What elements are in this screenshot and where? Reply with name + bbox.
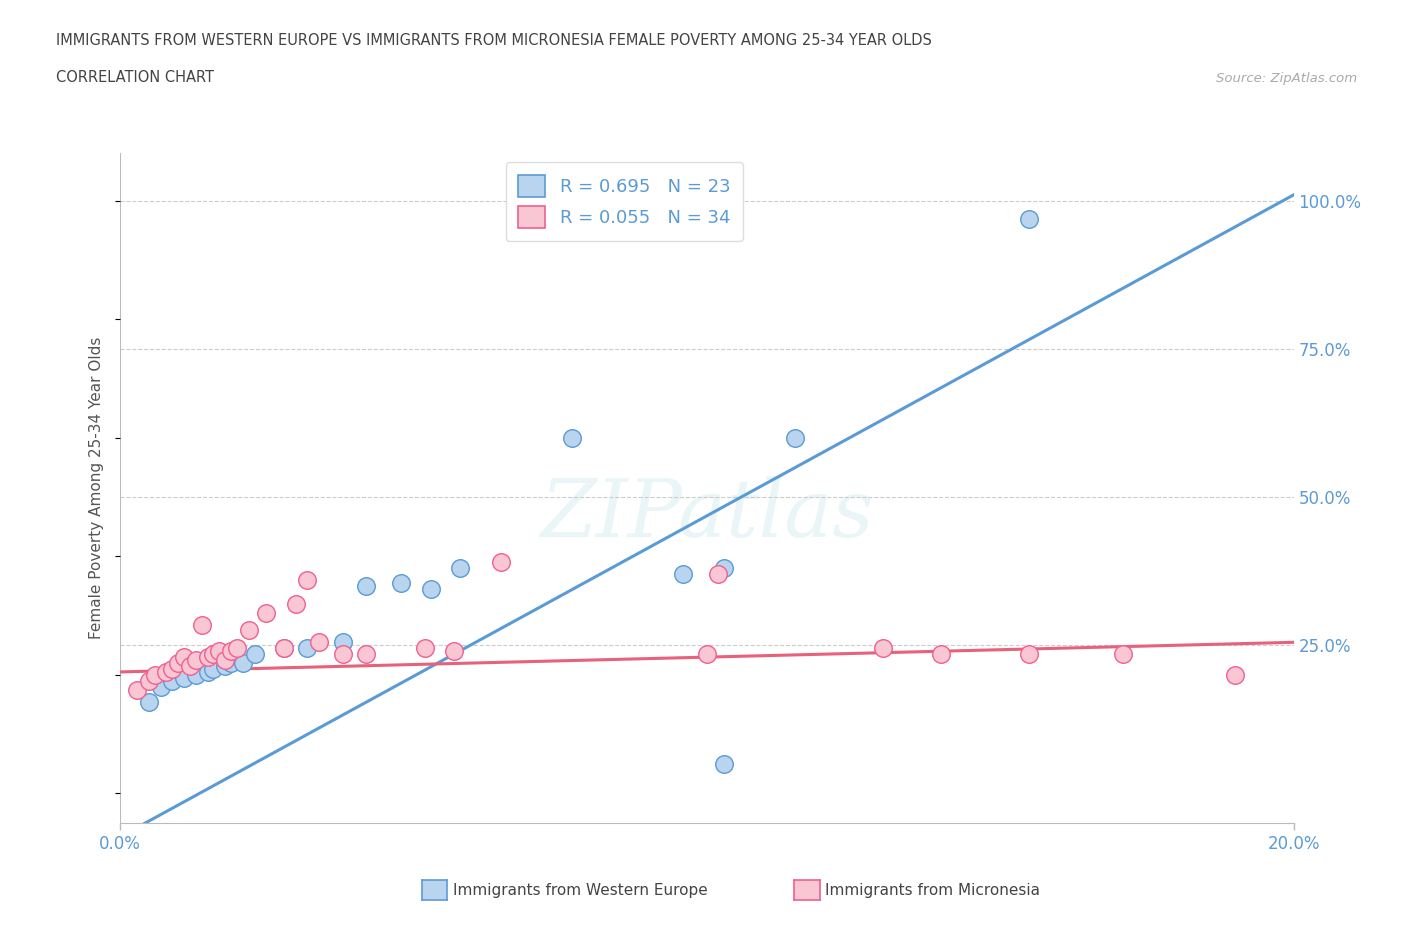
Point [155, 665, 177, 680]
Point [297, 573, 319, 588]
Point [149, 679, 172, 694]
Text: Immigrants from Western Europe: Immigrants from Western Europe [453, 883, 707, 897]
Point [1112, 646, 1135, 661]
Point [783, 431, 806, 445]
Point [297, 641, 319, 656]
Point [202, 646, 225, 661]
Point [273, 641, 295, 656]
Point [127, 683, 149, 698]
Point [214, 653, 236, 668]
Point [332, 635, 354, 650]
Point [202, 661, 225, 676]
Point [197, 650, 219, 665]
Point [190, 618, 212, 632]
Point [713, 756, 735, 771]
Text: Immigrants from Micronesia: Immigrants from Micronesia [825, 883, 1040, 897]
Point [143, 668, 166, 683]
Point [1018, 646, 1040, 661]
Point [184, 668, 207, 683]
Point [162, 673, 184, 688]
Point [225, 641, 249, 656]
Point [672, 566, 695, 581]
Point [560, 431, 582, 445]
Point [696, 646, 718, 661]
Legend: R = 0.695   N = 23, R = 0.055   N = 34: R = 0.695 N = 23, R = 0.055 N = 34 [506, 163, 742, 241]
Y-axis label: Female Poverty Among 25-34 Year Olds: Female Poverty Among 25-34 Year Olds [89, 337, 104, 640]
Point [179, 658, 201, 673]
Text: ZIPatlas: ZIPatlas [540, 476, 873, 553]
Point [419, 581, 441, 596]
Point [872, 641, 894, 656]
Point [413, 641, 436, 656]
Point [219, 656, 242, 671]
Point [707, 566, 730, 581]
Point [449, 561, 471, 576]
Point [232, 656, 254, 671]
Point [1223, 668, 1246, 683]
Point [214, 658, 236, 673]
Text: CORRELATION CHART: CORRELATION CHART [56, 70, 214, 85]
Point [197, 665, 219, 680]
Point [167, 656, 190, 671]
Text: IMMIGRANTS FROM WESTERN EUROPE VS IMMIGRANTS FROM MICRONESIA FEMALE POVERTY AMON: IMMIGRANTS FROM WESTERN EUROPE VS IMMIGR… [56, 33, 932, 47]
Point [238, 623, 260, 638]
Point [308, 635, 330, 650]
Point [243, 646, 266, 661]
Text: Source: ZipAtlas.com: Source: ZipAtlas.com [1216, 72, 1357, 85]
Point [389, 576, 412, 591]
Point [354, 646, 377, 661]
Point [1018, 211, 1040, 226]
Point [713, 561, 735, 576]
Point [332, 646, 354, 661]
Point [138, 694, 160, 709]
Point [443, 644, 465, 658]
Point [284, 596, 307, 611]
Point [254, 605, 277, 620]
Point [219, 644, 242, 658]
Point [208, 644, 231, 658]
Point [931, 646, 953, 661]
Point [184, 653, 207, 668]
Point [273, 641, 295, 656]
Point [173, 650, 195, 665]
Point [354, 578, 377, 593]
Point [162, 661, 184, 676]
Point [489, 555, 512, 570]
Point [138, 673, 160, 688]
Point [173, 671, 195, 685]
